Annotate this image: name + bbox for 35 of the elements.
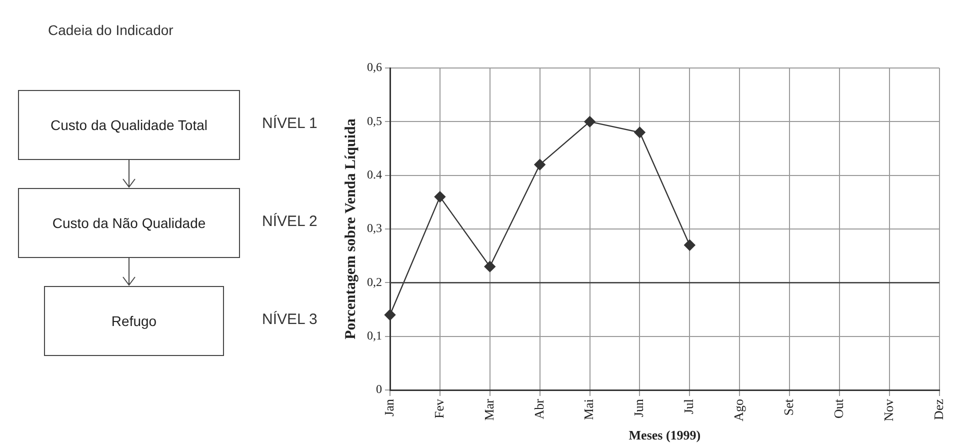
y-tick-label: 0	[376, 382, 382, 396]
point	[434, 191, 446, 202]
x-axis-title: Meses (1999)	[628, 428, 701, 443]
point	[384, 309, 396, 320]
text: NÍVEL 1	[262, 115, 318, 132]
point	[684, 240, 696, 251]
x-tick-label: Nov	[880, 398, 896, 422]
x-tick-label: Abr	[531, 398, 546, 420]
box: Custo da Não Qualidade	[18, 188, 240, 258]
point	[484, 260, 496, 272]
x-tick-label: Out	[830, 398, 846, 419]
text: Cadeia do Indicador	[48, 22, 174, 38]
y-tick-label: 0,1	[367, 328, 382, 342]
point	[634, 126, 646, 138]
point	[584, 116, 596, 128]
x-tick-label: Jan	[381, 398, 396, 416]
box: Refugo	[44, 286, 224, 356]
text: NÍVEL 3	[262, 311, 318, 328]
y-tick-label: 0,2	[367, 274, 382, 289]
y-tick-label: 0,3	[367, 221, 382, 236]
x-tick-label: Fev	[431, 398, 446, 419]
x-tick-label: Jul	[681, 398, 696, 414]
text: NÍVEL 2	[262, 213, 318, 230]
x-tick-label: Jun	[631, 398, 646, 418]
x-tick-label: Mai	[581, 398, 596, 420]
y-tick-label: 0.4	[367, 167, 382, 182]
point	[534, 159, 546, 170]
x-tick-label: Dez	[930, 398, 946, 420]
x-tick-label: Ago	[731, 399, 746, 422]
x-tick-label: Set	[780, 398, 796, 416]
y-tick-label: 0,5	[367, 114, 382, 128]
y-axis-title: Porcentagem sobre Venda Líquida	[342, 118, 359, 340]
y-tick-label: 0,6	[367, 60, 382, 74]
x-tick-label: Mar	[481, 398, 496, 421]
box: Custo da Qualidade Total	[18, 90, 240, 160]
